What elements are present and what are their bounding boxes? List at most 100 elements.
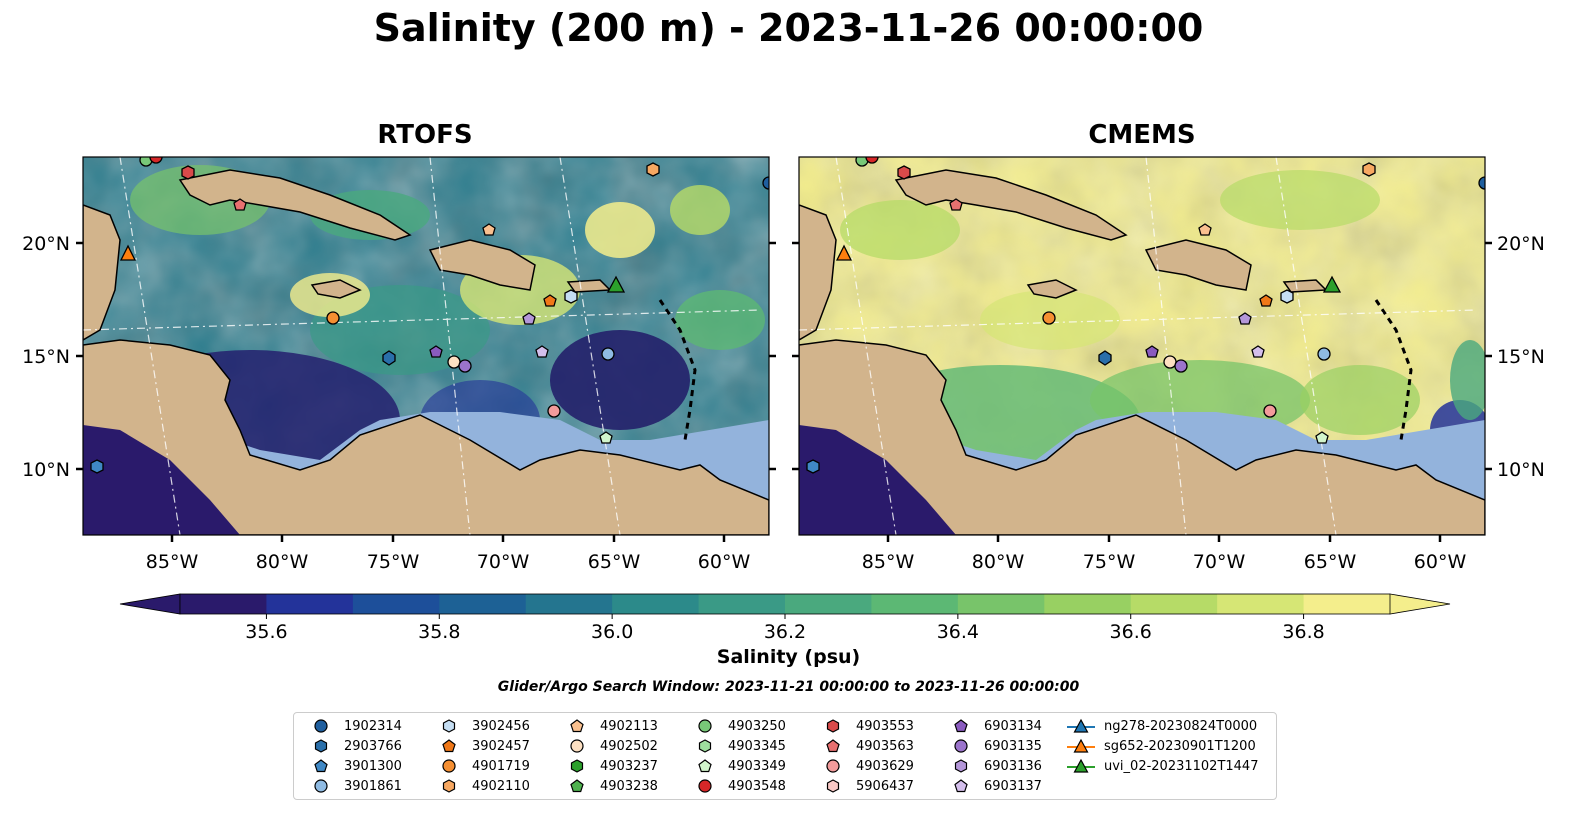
legend-item: 4903237 bbox=[562, 756, 658, 776]
colorbar-segment bbox=[785, 594, 872, 614]
colorbar-tick-label: 36.6 bbox=[1110, 621, 1152, 643]
colorbar-extend-low bbox=[119, 593, 181, 615]
legend-item: 3901861 bbox=[306, 776, 402, 796]
legend-item: 3902457 bbox=[434, 736, 530, 756]
hexagon-marker-icon bbox=[570, 759, 584, 773]
legend-item: 3901300 bbox=[306, 756, 402, 776]
colorbar-segment bbox=[439, 594, 527, 614]
hexagon-marker-icon bbox=[954, 759, 968, 773]
legend-item: 4902110 bbox=[434, 776, 530, 796]
legend-label: 2903766 bbox=[344, 738, 402, 754]
colorbar-segment bbox=[1303, 594, 1391, 614]
legend-label: 5906437 bbox=[856, 778, 914, 794]
colorbar-segments bbox=[119, 593, 1451, 615]
colorbar-tick-label: 36.0 bbox=[591, 621, 633, 643]
legend: 1902314 2903766 3901300 3901861 3902456 39024… bbox=[293, 712, 1277, 800]
pentagon-marker-icon bbox=[826, 739, 840, 753]
legend-label: 6903136 bbox=[984, 758, 1042, 774]
hexagon-marker-icon bbox=[826, 779, 840, 793]
legend-item: 2903766 bbox=[306, 736, 402, 756]
legend-item: 4903238 bbox=[562, 776, 658, 796]
legend-item: 6903135 bbox=[946, 736, 1042, 756]
hexagon-marker-icon bbox=[442, 779, 456, 793]
lat-label-15n-left: 15°N bbox=[22, 346, 70, 368]
legend-label: 4903237 bbox=[600, 758, 658, 774]
lon-label-85w-left: 85°W bbox=[146, 551, 199, 573]
legend-label: 4903238 bbox=[600, 778, 658, 794]
lon-label-80w-left: 80°W bbox=[256, 551, 309, 573]
colorbar-extend-high bbox=[1389, 593, 1451, 615]
pentagon-marker-icon bbox=[570, 719, 584, 733]
colorbar-segment bbox=[1217, 594, 1305, 614]
legend-label: uvi_02-20231102T1447 bbox=[1104, 758, 1259, 774]
colorbar-segment bbox=[1130, 594, 1218, 614]
legend-item: 6903137 bbox=[946, 776, 1042, 796]
legend-label: 4903553 bbox=[856, 718, 914, 734]
pentagon-marker-icon bbox=[442, 739, 456, 753]
pentagon-marker-icon bbox=[954, 719, 968, 733]
circle-marker-icon bbox=[954, 739, 968, 753]
panel-title-cmems: CMEMS bbox=[1088, 120, 1196, 150]
lon-label-70w-left: 70°W bbox=[477, 551, 530, 573]
lat-label-10n-right: 10°N bbox=[1497, 459, 1545, 481]
legend-item: 6903134 bbox=[946, 716, 1042, 736]
legend-label: 4903345 bbox=[728, 738, 786, 754]
map-cmems-frame bbox=[798, 156, 1486, 536]
legend-label: 6903135 bbox=[984, 738, 1042, 754]
hexagon-marker-icon bbox=[698, 739, 712, 753]
legend-label: 4902110 bbox=[472, 778, 530, 794]
circle-marker-icon bbox=[442, 759, 456, 773]
legend-item: 1902314 bbox=[306, 716, 402, 736]
legend-label: 6903137 bbox=[984, 778, 1042, 794]
legend-label: 3901300 bbox=[344, 758, 402, 774]
legend-label: 4902113 bbox=[600, 718, 658, 734]
colorbar-segment bbox=[698, 594, 786, 614]
lat-label-10n-left: 10°N bbox=[22, 459, 70, 481]
colorbar-segment bbox=[612, 594, 700, 614]
colorbar-tick-label: 36.8 bbox=[1282, 621, 1324, 643]
legend-label: 6903134 bbox=[984, 718, 1042, 734]
lat-label-20n-right: 20°N bbox=[1497, 233, 1545, 255]
legend-item: ng278-20230824T0000 bbox=[1066, 716, 1257, 736]
figure-title: Salinity (200 m) - 2023-11-26 00:00:00 bbox=[373, 6, 1204, 50]
map-panels: 20°N 15°N 10°N 20°N 15°N 10°N 85°W 80°W … bbox=[22, 156, 1545, 573]
legend-label: sg652-20230901T1200 bbox=[1104, 738, 1256, 754]
legend-label: 3902457 bbox=[472, 738, 530, 754]
legend-item: sg652-20230901T1200 bbox=[1066, 736, 1256, 756]
colorbar-segment bbox=[180, 594, 267, 614]
colorbar-segment bbox=[957, 594, 1045, 614]
lon-label-85w-right: 85°W bbox=[862, 551, 915, 573]
legend-label: 3901861 bbox=[344, 778, 402, 794]
legend-item: 4903250 bbox=[690, 716, 786, 736]
colorbar-tick-label: 35.8 bbox=[418, 621, 460, 643]
lon-label-80w-right: 80°W bbox=[972, 551, 1025, 573]
legend-item: 4903563 bbox=[818, 736, 914, 756]
lat-label-20n-left: 20°N bbox=[22, 233, 70, 255]
lon-label-75w-right: 75°W bbox=[1083, 551, 1136, 573]
pentagon-marker-icon bbox=[570, 779, 584, 793]
circle-marker-icon bbox=[698, 779, 712, 793]
colorbar-segment bbox=[1044, 594, 1132, 614]
lat-label-15n-right: 15°N bbox=[1497, 346, 1545, 368]
legend-item: 4902502 bbox=[562, 736, 658, 756]
lon-label-65w-left: 65°W bbox=[588, 551, 641, 573]
legend-item: 4903629 bbox=[818, 756, 914, 776]
map-rtofs bbox=[83, 157, 769, 535]
triangle-line-marker-icon bbox=[1067, 718, 1095, 733]
search-window-note: Glider/Argo Search Window: 2023-11-21 00… bbox=[497, 679, 1080, 695]
colorbar-tick-label: 35.6 bbox=[245, 621, 287, 643]
map-rtofs-frame bbox=[82, 156, 770, 536]
legend-label: 1902314 bbox=[344, 718, 402, 734]
legend-item: 4903345 bbox=[690, 736, 786, 756]
circle-marker-icon bbox=[826, 759, 840, 773]
hexagon-marker-icon bbox=[314, 739, 328, 753]
colorbar-ticks: 35.6 35.8 36.0 36.2 36.4 36.6 36.8 bbox=[245, 614, 1325, 643]
legend-label: 4903250 bbox=[728, 718, 786, 734]
legend-label: 4903629 bbox=[856, 758, 914, 774]
circle-marker-icon bbox=[314, 719, 328, 733]
pentagon-marker-icon bbox=[314, 759, 328, 773]
legend-item: 4903553 bbox=[818, 716, 914, 736]
colorbar-tick-label: 36.2 bbox=[764, 621, 806, 643]
legend-label: 4903349 bbox=[728, 758, 786, 774]
colorbar-segment bbox=[266, 594, 354, 614]
